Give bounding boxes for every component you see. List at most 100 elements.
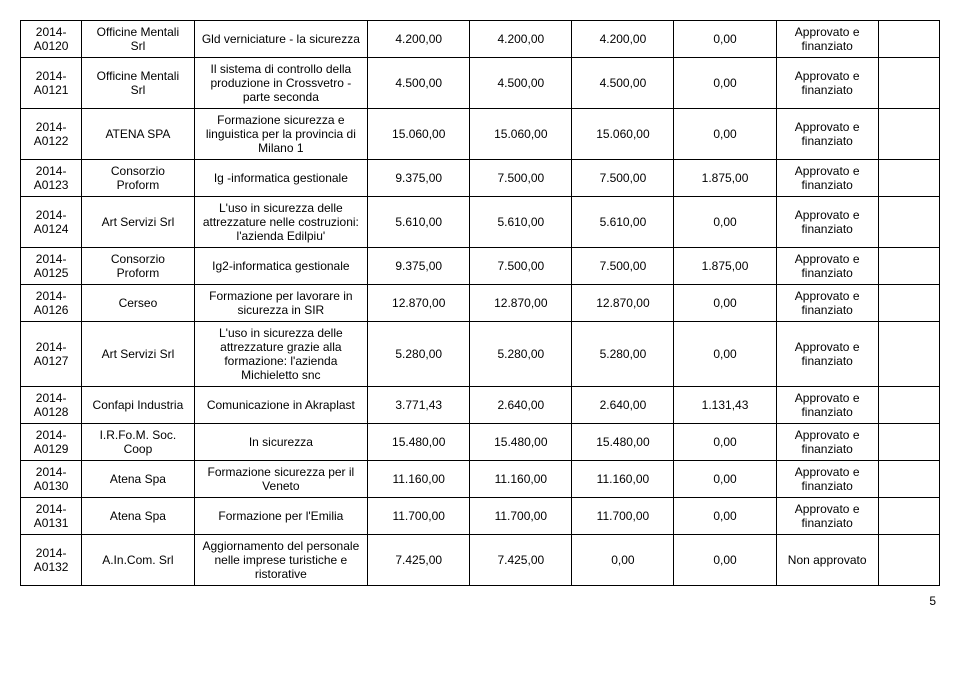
cell-extra — [878, 197, 939, 248]
cell-status: Approvato e finanziato — [776, 322, 878, 387]
cell-value-3: 11.160,00 — [572, 461, 674, 498]
cell-desc: Formazione sicurezza e linguistica per l… — [194, 109, 368, 160]
cell-value-2: 7.425,00 — [470, 535, 572, 586]
cell-code: 2014-A0125 — [21, 248, 82, 285]
cell-value-1: 11.160,00 — [368, 461, 470, 498]
table-row: 2014-A0125Consorzio ProformIg2-informati… — [21, 248, 940, 285]
cell-value-4: 0,00 — [674, 109, 776, 160]
table-row: 2014-A0131Atena SpaFormazione per l'Emil… — [21, 498, 940, 535]
cell-value-4: 0,00 — [674, 197, 776, 248]
cell-code: 2014-A0129 — [21, 424, 82, 461]
cell-desc: Il sistema di controllo della produzione… — [194, 58, 368, 109]
cell-status: Approvato e finanziato — [776, 197, 878, 248]
cell-org: Atena Spa — [82, 461, 194, 498]
data-table: 2014-A0120Officine Mentali SrlGld vernic… — [20, 20, 940, 586]
cell-value-3: 7.500,00 — [572, 248, 674, 285]
cell-code: 2014-A0131 — [21, 498, 82, 535]
cell-code: 2014-A0130 — [21, 461, 82, 498]
page-number: 5 — [20, 586, 940, 608]
cell-value-3: 15.060,00 — [572, 109, 674, 160]
cell-desc: Formazione per lavorare in sicurezza in … — [194, 285, 368, 322]
cell-value-2: 11.160,00 — [470, 461, 572, 498]
cell-desc: Aggiornamento del personale nelle impres… — [194, 535, 368, 586]
cell-value-1: 9.375,00 — [368, 248, 470, 285]
cell-value-4: 0,00 — [674, 535, 776, 586]
cell-value-3: 5.610,00 — [572, 197, 674, 248]
cell-value-4: 0,00 — [674, 498, 776, 535]
cell-code: 2014-A0121 — [21, 58, 82, 109]
cell-value-1: 9.375,00 — [368, 160, 470, 197]
cell-value-1: 4.500,00 — [368, 58, 470, 109]
cell-value-2: 15.060,00 — [470, 109, 572, 160]
cell-value-4: 0,00 — [674, 322, 776, 387]
cell-value-3: 4.500,00 — [572, 58, 674, 109]
cell-desc: L'uso in sicurezza delle attrezzature gr… — [194, 322, 368, 387]
cell-value-1: 3.771,43 — [368, 387, 470, 424]
cell-desc: Gld verniciature - la sicurezza — [194, 21, 368, 58]
cell-desc: Ig -informatica gestionale — [194, 160, 368, 197]
cell-value-1: 7.425,00 — [368, 535, 470, 586]
cell-value-4: 0,00 — [674, 285, 776, 322]
cell-value-4: 0,00 — [674, 58, 776, 109]
cell-code: 2014-A0127 — [21, 322, 82, 387]
cell-value-4: 0,00 — [674, 461, 776, 498]
cell-org: Atena Spa — [82, 498, 194, 535]
cell-extra — [878, 424, 939, 461]
cell-desc: Formazione sicurezza per il Veneto — [194, 461, 368, 498]
table-row: 2014-A0122ATENA SPAFormazione sicurezza … — [21, 109, 940, 160]
cell-org: A.In.Com. Srl — [82, 535, 194, 586]
cell-value-4: 0,00 — [674, 21, 776, 58]
table-row: 2014-A0129I.R.Fo.M. Soc. CoopIn sicurezz… — [21, 424, 940, 461]
cell-status: Approvato e finanziato — [776, 21, 878, 58]
cell-org: Officine Mentali Srl — [82, 21, 194, 58]
cell-desc: In sicurezza — [194, 424, 368, 461]
cell-status: Approvato e finanziato — [776, 109, 878, 160]
cell-value-1: 11.700,00 — [368, 498, 470, 535]
cell-extra — [878, 387, 939, 424]
cell-status: Approvato e finanziato — [776, 58, 878, 109]
cell-org: ATENA SPA — [82, 109, 194, 160]
table-row: 2014-A0120Officine Mentali SrlGld vernic… — [21, 21, 940, 58]
cell-value-2: 4.200,00 — [470, 21, 572, 58]
cell-value-3: 11.700,00 — [572, 498, 674, 535]
table-row: 2014-A0121Officine Mentali SrlIl sistema… — [21, 58, 940, 109]
cell-extra — [878, 248, 939, 285]
cell-org: Consorzio Proform — [82, 248, 194, 285]
cell-value-2: 7.500,00 — [470, 248, 572, 285]
cell-value-1: 15.060,00 — [368, 109, 470, 160]
cell-value-4: 1.875,00 — [674, 160, 776, 197]
cell-value-2: 7.500,00 — [470, 160, 572, 197]
cell-value-1: 12.870,00 — [368, 285, 470, 322]
cell-value-2: 5.280,00 — [470, 322, 572, 387]
cell-value-3: 7.500,00 — [572, 160, 674, 197]
table-row: 2014-A0127Art Servizi SrlL'uso in sicure… — [21, 322, 940, 387]
table-row: 2014-A0132A.In.Com. SrlAggiornamento del… — [21, 535, 940, 586]
table-row: 2014-A0123Consorzio ProformIg -informati… — [21, 160, 940, 197]
cell-value-3: 4.200,00 — [572, 21, 674, 58]
cell-value-4: 0,00 — [674, 424, 776, 461]
cell-org: Consorzio Proform — [82, 160, 194, 197]
cell-desc: Formazione per l'Emilia — [194, 498, 368, 535]
cell-value-2: 11.700,00 — [470, 498, 572, 535]
cell-org: Art Servizi Srl — [82, 197, 194, 248]
table-row: 2014-A0128Confapi IndustriaComunicazione… — [21, 387, 940, 424]
cell-code: 2014-A0132 — [21, 535, 82, 586]
cell-status: Approvato e finanziato — [776, 387, 878, 424]
cell-extra — [878, 322, 939, 387]
cell-value-3: 5.280,00 — [572, 322, 674, 387]
cell-code: 2014-A0123 — [21, 160, 82, 197]
cell-status: Approvato e finanziato — [776, 248, 878, 285]
cell-value-1: 15.480,00 — [368, 424, 470, 461]
cell-desc: Comunicazione in Akraplast — [194, 387, 368, 424]
cell-extra — [878, 58, 939, 109]
cell-status: Approvato e finanziato — [776, 498, 878, 535]
cell-value-3: 15.480,00 — [572, 424, 674, 461]
cell-extra — [878, 285, 939, 322]
cell-org: Art Servizi Srl — [82, 322, 194, 387]
cell-value-1: 5.280,00 — [368, 322, 470, 387]
table-row: 2014-A0126CerseoFormazione per lavorare … — [21, 285, 940, 322]
cell-code: 2014-A0124 — [21, 197, 82, 248]
cell-status: Approvato e finanziato — [776, 160, 878, 197]
cell-value-4: 1.131,43 — [674, 387, 776, 424]
cell-code: 2014-A0128 — [21, 387, 82, 424]
